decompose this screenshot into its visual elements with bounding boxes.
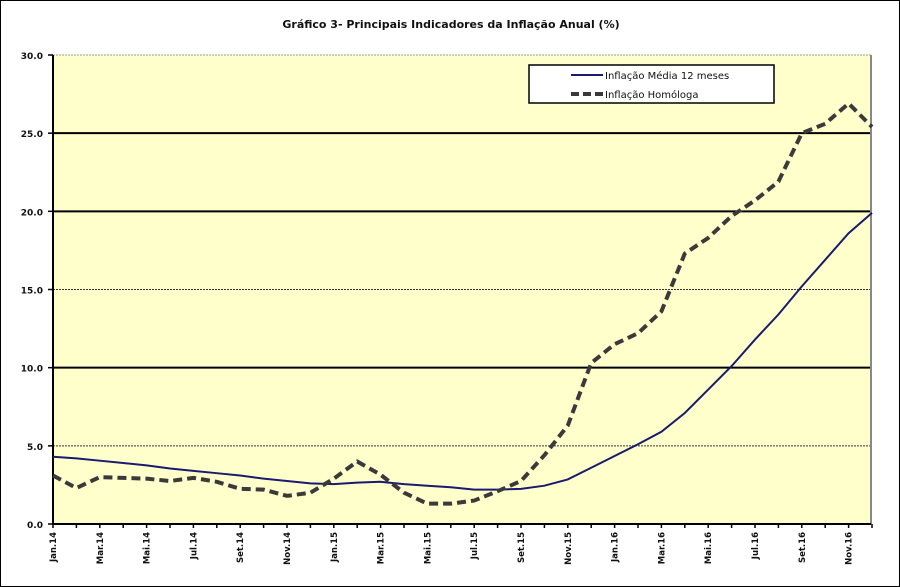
y-tick-label: 15.0: [21, 287, 43, 297]
x-tick-label: Set.16: [798, 532, 808, 563]
x-tick-label: Mai.14: [143, 532, 153, 564]
x-tick-label: Nov.16: [845, 532, 855, 565]
legend-label: Inflação Média 12 meses: [605, 70, 729, 82]
x-tick-label: Jul.16: [751, 532, 761, 560]
y-tick-label: 10.0: [21, 365, 43, 375]
x-tick-label: Set.15: [517, 532, 527, 563]
x-tick-label: Mai.15: [423, 532, 433, 564]
legend: Inflação Média 12 meses Inflação Homóloga: [528, 64, 775, 104]
y-tick-label: 30.0: [21, 52, 43, 62]
x-tick-label: Nov.15: [564, 532, 574, 565]
x-tick-label: Jul.14: [189, 532, 199, 560]
x-tick-label: Mar.15: [377, 532, 387, 564]
chart-title: Gráfico 3- Principais Indicadores da Inf…: [282, 18, 620, 31]
series-line-2: [52, 101, 874, 506]
x-tick-label: Nov.14: [283, 532, 293, 565]
x-tick-label: Jan.15: [330, 532, 340, 563]
y-tick-label: 0.0: [27, 521, 43, 531]
legend-box: [528, 64, 775, 104]
x-tick-label: Jan.16: [611, 532, 621, 563]
plot-right-border: [870, 55, 872, 524]
y-tick-label: 5.0: [27, 443, 43, 453]
y-tick-label: 25.0: [21, 130, 43, 140]
x-tick-label: Mar.14: [96, 532, 106, 564]
x-tick-label: Mai.16: [704, 532, 714, 564]
x-tick-label: Jul.15: [470, 532, 480, 560]
x-tick-label: Jan.14: [49, 532, 59, 563]
legend-label: Inflação Homóloga: [605, 89, 699, 101]
y-tick-label: 20.0: [21, 208, 43, 218]
x-tick-label: Mar.16: [657, 532, 667, 564]
series-line-1: [52, 212, 873, 491]
x-tick-label: Set.14: [236, 532, 246, 563]
